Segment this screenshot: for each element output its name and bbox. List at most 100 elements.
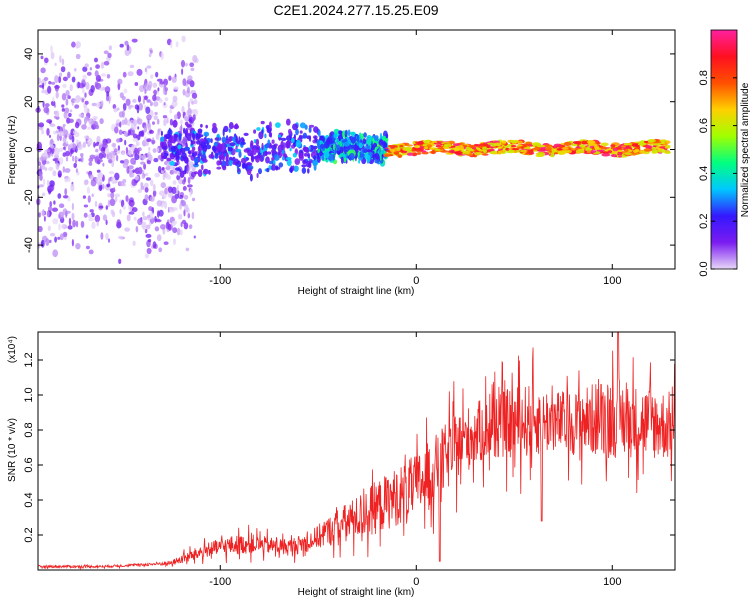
spectrogram-cell [144,67,147,73]
spectrogram-cell [162,103,168,109]
spectrogram-cell [122,71,127,78]
spectrogram-cell [47,206,53,212]
spectrogram-cell [102,152,107,158]
spectrogram-cell [74,68,77,72]
spectrogram-cell [153,157,159,163]
spectrogram-cell [143,95,148,101]
spectrogram-cell [180,202,187,207]
spectrogram-cell [378,139,384,146]
spectrogram-cell [67,145,72,149]
spectrogram-cell [197,128,203,134]
spectrogram-cell [109,198,116,207]
spectrogram-cell [290,137,295,143]
spectrogram-cells [35,35,671,264]
spectrogram-cell [71,41,76,48]
spectrogram-cell [96,221,99,227]
spectrogram-cell [585,148,592,152]
spectrogram-cell [172,119,178,128]
spectrogram-cell [105,205,109,210]
spectrogram-cell [152,183,156,191]
spectrogram-cell [68,217,72,226]
spectrogram-cell [293,165,299,172]
spectrogram-cell [358,159,361,164]
spectrogram-cell [107,193,111,198]
spectrogram-cell [186,109,193,116]
spectrogram-cell [482,143,488,146]
spectrogram-cell [71,212,75,220]
spectrogram-cell [80,153,84,157]
spectrogram-cell [72,155,75,162]
spectrogram-cell [62,166,65,173]
spectrogram-cell [271,144,277,150]
spectrogram-cell [317,129,321,137]
spectrogram-cell [106,91,110,97]
spectrogram-cell [54,236,57,243]
spectrogram-cell [69,134,72,141]
spectrogram-cell [119,208,122,215]
spectrogram-cell [64,188,68,196]
spectrogram-cell [497,146,502,150]
spectrogram-cell [191,211,195,220]
spectrogram-cell [162,115,168,119]
spectrogram-cell [148,129,154,134]
colorbar-scale [710,29,738,270]
spectrogram-cell [96,169,101,173]
spectrogram-cell [177,213,183,220]
spectrogram-cell [163,241,169,245]
spectrogram-cell [178,133,182,141]
spectrogram-cell [164,83,167,88]
spectrogram-cell [176,227,181,236]
spectrogram-cell [430,150,436,155]
spectrogram-cell [343,141,350,147]
spectrogram-cell [67,95,71,100]
spectrogram-cell [44,167,48,171]
spectrogram-cell [229,142,236,147]
spectrogram-cell [84,92,87,98]
spectrogram-cell [247,165,254,170]
spectrogram-cell [49,232,56,237]
spectrogram-cell [601,151,609,154]
spectrogram-cell [124,117,128,125]
spectrogram-cell [129,64,135,69]
spectrogram-cell [143,182,149,188]
spectrogram-cell [180,221,183,228]
spectrogram-cell [179,170,185,178]
spectrogram-cell [214,152,219,159]
spectrogram-cell [173,238,176,246]
spectrogram-cell [82,87,85,94]
spectrogram-cell [116,119,121,123]
spectrogram-cell [116,138,121,143]
spectrogram-cell [156,78,163,82]
spectrogram-cell [286,135,292,142]
spectrogram-cell [344,147,347,155]
spectrogram-cell [119,43,124,48]
spectrogram-cell [156,234,162,242]
spectrogram-cell [391,145,398,148]
spectrogram-cell [152,121,155,125]
spectrogram-cell [375,153,380,160]
spectrogram-cell [64,134,68,139]
spectrogram-cell [226,153,229,160]
spectrogram-cell [111,154,116,162]
spectrogram-cell [147,123,152,131]
spectrogram-cell [125,195,129,202]
spectrogram-x-tick-label: 100 [603,275,621,287]
snr-x-tick-label: 100 [603,576,621,588]
spectrogram-cell [90,85,95,93]
snr-y-ticks: 0.2 0.4 0.6 0.8 1.0 1.2 [23,352,675,543]
spectrogram-cell [526,150,532,154]
spectrogram-cell [128,199,135,207]
spectrogram-cell [351,136,356,144]
spectrogram-cell [138,147,142,152]
spectrogram-cell [312,158,319,167]
spectrogram-cell [178,194,184,199]
spectrogram-cell [286,118,291,126]
spectrogram-cell [164,97,169,102]
spectrogram-cell [176,154,180,160]
spectrogram-cell [468,145,475,149]
spectrogram-cell [94,70,99,77]
spectrogram-cell [145,106,151,114]
spectrogram-cell [113,187,116,192]
spectrogram-cell [54,157,59,162]
spectrogram-cell [102,214,107,221]
